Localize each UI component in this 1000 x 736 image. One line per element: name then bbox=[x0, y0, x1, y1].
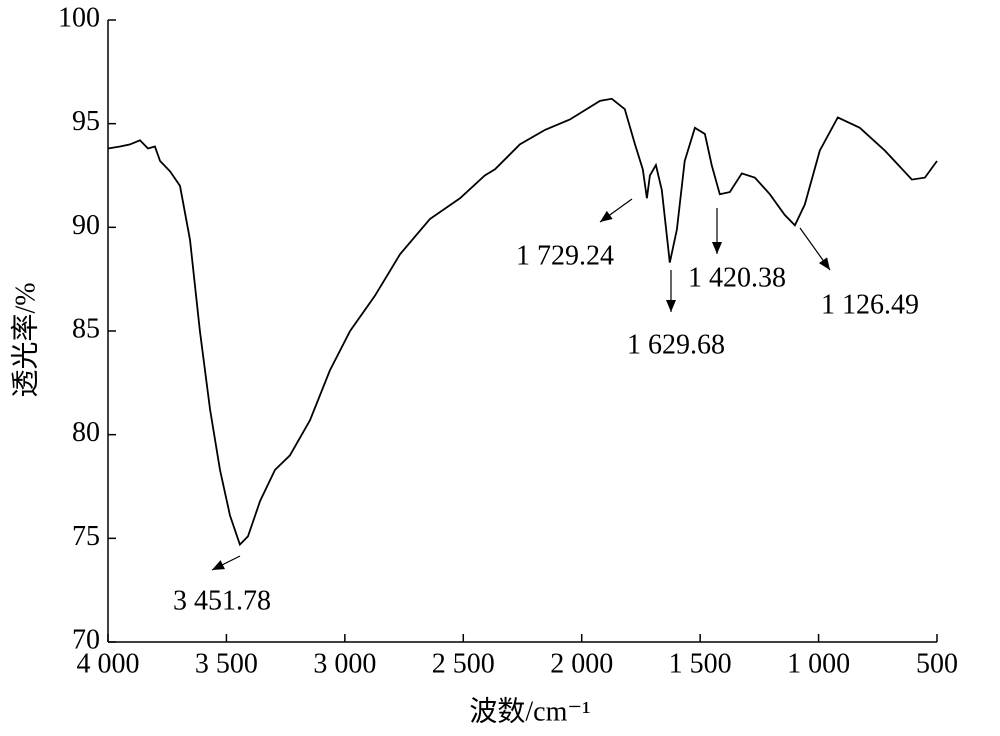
annotation-arrowhead bbox=[712, 242, 722, 254]
x-tick-label: 500 bbox=[916, 648, 958, 679]
x-tick-label: 2 500 bbox=[432, 648, 495, 679]
annotation: 1 420.38 bbox=[688, 262, 786, 293]
x-tick-label: 2 000 bbox=[550, 648, 613, 679]
y-tick-label: 100 bbox=[58, 2, 100, 33]
y-tick-label: 80 bbox=[72, 417, 100, 448]
x-tick-label: 3 000 bbox=[313, 648, 376, 679]
spectrum-line bbox=[107, 97, 938, 547]
annotation: 1 729.24 bbox=[516, 240, 614, 271]
y-tick-label: 85 bbox=[72, 313, 100, 344]
annotation: 1 629.68 bbox=[627, 329, 725, 360]
y-tick-label: 75 bbox=[72, 521, 100, 552]
annotation-arrowhead bbox=[666, 300, 676, 312]
annotation-arrowhead bbox=[212, 560, 225, 570]
annotation: 1 126.49 bbox=[821, 289, 919, 320]
y-tick-label: 70 bbox=[72, 624, 100, 655]
y-axis-label: 透光率/% bbox=[9, 282, 41, 397]
y-tick-label: 95 bbox=[72, 106, 100, 137]
annotation-arrowhead bbox=[600, 210, 613, 222]
x-tick-label: 3 500 bbox=[195, 648, 258, 679]
annotation-arrowhead bbox=[818, 257, 830, 270]
x-axis-label: 波数/cm⁻¹ bbox=[469, 695, 590, 727]
annotation: 3 451.78 bbox=[173, 585, 271, 616]
x-tick-label: 1 500 bbox=[669, 648, 732, 679]
y-tick-label: 90 bbox=[72, 210, 100, 241]
x-tick-label: 1 000 bbox=[787, 648, 850, 679]
x-tick-label: 4 000 bbox=[77, 648, 140, 679]
